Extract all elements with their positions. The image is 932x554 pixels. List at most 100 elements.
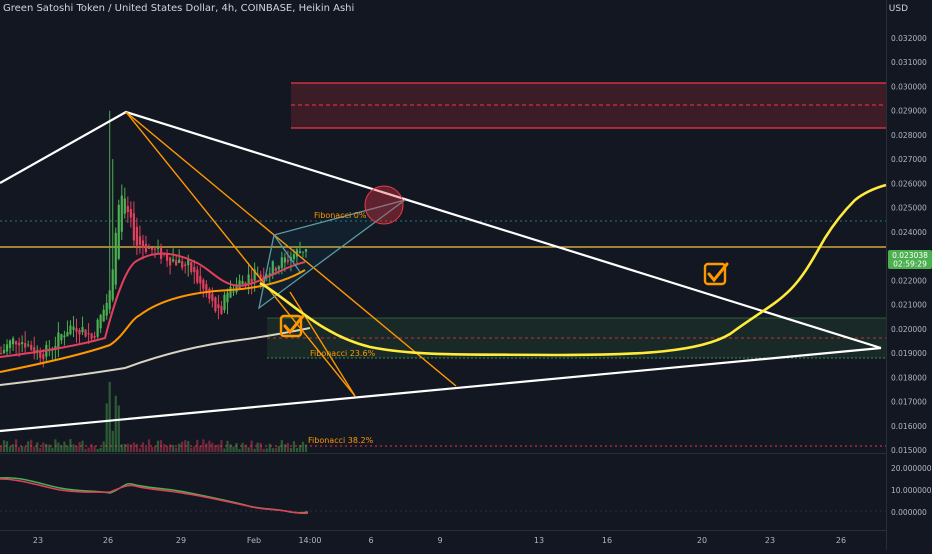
volume-bar [117, 405, 120, 452]
volume-bar [18, 447, 21, 452]
volume-bar [175, 447, 178, 452]
volume-bar [247, 447, 250, 452]
volume-bar [78, 442, 81, 452]
check-box-icon [279, 314, 303, 338]
volume-bar [2, 440, 6, 452]
candle-body [184, 264, 187, 266]
candle-body [274, 268, 277, 271]
candle-body [271, 261, 274, 275]
candle-body [36, 350, 39, 352]
candle-body [181, 261, 184, 268]
candle-body [117, 204, 120, 259]
candle-body [235, 284, 238, 292]
projection-triangle[interactable] [258, 199, 406, 310]
volume-bar [181, 441, 184, 452]
volume-bar [190, 447, 193, 452]
target-circle[interactable] [364, 185, 404, 225]
projection-path[interactable] [259, 183, 887, 357]
projection-leg [273, 234, 301, 273]
candle-body [90, 333, 93, 339]
volume-bar [289, 447, 293, 452]
fan-line-shallow[interactable] [125, 111, 457, 387]
volume-bar [268, 443, 271, 452]
candle-body [262, 275, 265, 279]
volume-bar [232, 446, 235, 452]
triangle-lower-trendline[interactable] [0, 346, 882, 433]
volume-bar [295, 447, 299, 452]
volume-bar [105, 403, 108, 452]
time-tick-label: 26 [103, 536, 113, 545]
volume-bar [147, 439, 151, 452]
candle-body [138, 236, 142, 245]
volume-bar [150, 447, 154, 452]
candle-body [72, 326, 75, 330]
candle-body [84, 329, 87, 337]
candle-body [144, 243, 148, 252]
candle-body [241, 281, 244, 285]
fib-label-0: Fibonacci 0% [314, 211, 367, 220]
price-tick-label: 0.024000 [891, 228, 927, 237]
candle-body [5, 344, 9, 352]
price-tick-label: 0.029000 [891, 107, 927, 116]
candle-body [57, 332, 60, 349]
volume-bar [66, 445, 69, 452]
candle-body [169, 257, 172, 266]
triangle-upper-trendline[interactable] [0, 110, 882, 350]
candle-body [211, 293, 214, 302]
volume-bar [144, 446, 148, 452]
volume-bar [93, 446, 96, 452]
currency-label[interactable]: USD [888, 4, 908, 14]
candle-body [301, 251, 305, 253]
candle-body [102, 309, 105, 322]
volume-bar [60, 445, 63, 452]
time-axis[interactable]: 23 26 29 Feb 14:00 6 9 13 16 20 23 26 [33, 536, 846, 545]
volume-bar [271, 448, 274, 452]
volume-bar [24, 446, 27, 452]
price-tick-label: 0.015000 [891, 446, 927, 455]
volume-bar [153, 445, 157, 452]
volume-bar [48, 444, 51, 452]
candle-body [105, 302, 108, 316]
candle-body [135, 226, 138, 246]
resistance-zone[interactable] [291, 82, 886, 129]
candle-body [259, 274, 262, 278]
candle-body [214, 297, 217, 312]
price-tick-label: 0.025000 [891, 204, 927, 213]
candle-body [193, 267, 196, 273]
fan-line-steep[interactable] [125, 111, 356, 397]
volume-bar [226, 440, 229, 452]
volume-bar [277, 445, 280, 452]
volume-bar [141, 442, 145, 452]
volume-bar [96, 448, 99, 452]
candle-body [78, 330, 81, 335]
price-axis[interactable]: 0.032000 0.031000 0.030000 0.029000 0.028000… [891, 34, 927, 455]
oscillator-pane[interactable] [0, 476, 886, 515]
volume-bar [250, 440, 253, 452]
price-tick-label: 0.017000 [891, 398, 927, 407]
price-tick-label: 0.018000 [891, 373, 927, 382]
candle-body [27, 344, 30, 346]
candle-body [220, 306, 223, 314]
candle-body [283, 257, 286, 263]
candle-body [93, 336, 96, 338]
volume-bar [99, 447, 102, 452]
candle-body [2, 349, 6, 354]
time-tick-label: 16 [602, 536, 612, 545]
candle-body [229, 286, 232, 298]
candle-body [253, 269, 256, 281]
volume-bar [184, 440, 187, 452]
price-tick-label: 0.031000 [891, 58, 927, 67]
oscillator-axis[interactable]: 20.000000 10.000000 0.000000 [891, 464, 932, 517]
volume-bar [199, 446, 202, 452]
check-badge-1[interactable] [703, 262, 729, 286]
last-price-tag: 0.023038 02:59:29 [888, 250, 932, 269]
volume-bar [0, 446, 3, 452]
candle-body [208, 288, 211, 299]
candle-body [14, 341, 18, 345]
time-tick-label: 20 [697, 536, 707, 545]
candle-body [126, 206, 129, 212]
check-badge-2[interactable] [279, 314, 305, 338]
candle-body [153, 248, 157, 250]
